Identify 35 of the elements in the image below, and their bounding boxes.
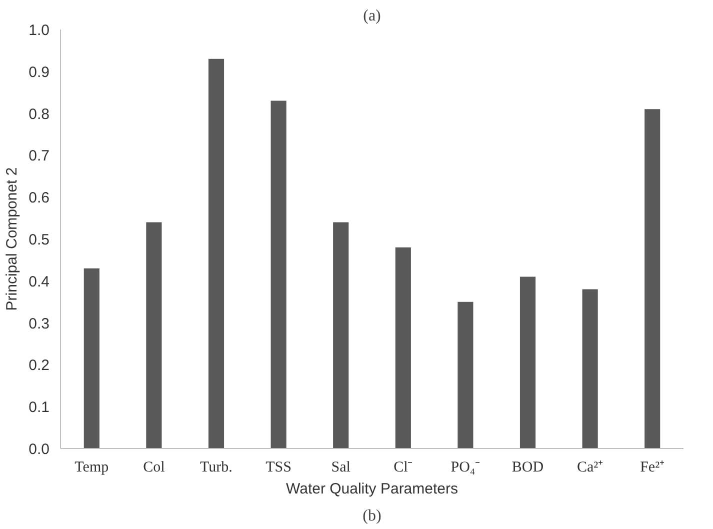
bar [458,302,474,448]
y-tick-label: 0.4 [28,273,50,290]
x-axis-title: Water Quality Parameters [286,480,458,498]
x-tick-label: Col [143,460,165,476]
y-tick-label: 0.1 [28,399,50,416]
y-tick-label: 0.7 [28,148,50,165]
y-tick-label: 0.2 [28,357,50,374]
x-tick-label: Ca²⁺ [576,460,604,476]
bar [395,247,411,448]
text: (b) [362,508,382,524]
bar [146,222,162,448]
y-axis-title: Principal Componet 2 [4,167,21,311]
bar [84,268,100,448]
bar [644,109,660,448]
x-tick-label: BOD [512,460,544,476]
bar [520,276,536,448]
x-tick-label: Sal [331,460,350,476]
x-tick-label: Cl⁻ [394,460,413,476]
bar [333,222,349,448]
text: (a) [363,8,381,24]
y-tick-label: 0.8 [28,106,50,123]
x-tick-label: Turb. [200,460,232,476]
bar [208,58,224,448]
y-tick-label: 0.9 [28,64,50,81]
y-tick-label: 0.6 [28,190,50,207]
bar [270,100,286,448]
x-tick-label: PO₄⁻ [450,460,480,476]
x-tick-label: Temp [74,460,109,476]
bar [582,289,598,448]
y-tick-label: 0.5 [28,232,50,248]
y-tick-label: 1.0 [28,22,50,39]
x-tick-label: Fe²⁺ [640,460,665,476]
y-tick-label: 0.0 [28,441,50,458]
x-tick-label: TSS [266,460,292,476]
y-tick-label: 0.3 [28,315,50,332]
